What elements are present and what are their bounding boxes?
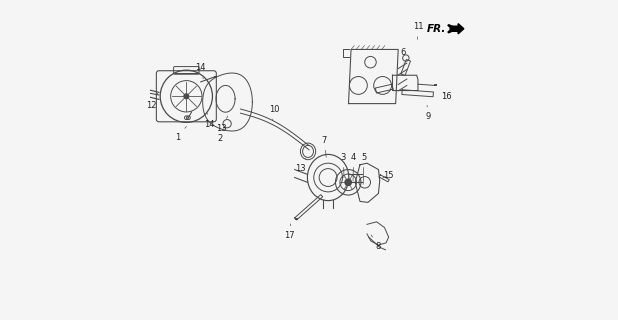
- Text: 7: 7: [321, 136, 327, 157]
- Text: 8: 8: [371, 235, 381, 251]
- Polygon shape: [450, 24, 464, 34]
- Text: 2: 2: [217, 126, 224, 143]
- Text: 15: 15: [383, 171, 393, 180]
- Text: 14: 14: [205, 113, 215, 129]
- Text: 4: 4: [351, 153, 356, 181]
- Text: 17: 17: [284, 224, 295, 240]
- Text: 14: 14: [195, 63, 205, 79]
- Text: FR.: FR.: [426, 24, 446, 34]
- Text: 13: 13: [216, 116, 228, 132]
- Text: 5: 5: [361, 153, 366, 184]
- Text: 1: 1: [175, 126, 187, 141]
- Circle shape: [184, 94, 188, 99]
- Text: 11: 11: [413, 22, 423, 39]
- Text: 12: 12: [146, 93, 158, 110]
- Text: 9: 9: [426, 105, 431, 122]
- Text: 16: 16: [441, 92, 451, 101]
- Text: 10: 10: [269, 105, 279, 121]
- Text: 3: 3: [341, 153, 346, 178]
- Text: 6: 6: [400, 48, 406, 65]
- Text: 13: 13: [295, 158, 306, 173]
- Circle shape: [345, 179, 352, 186]
